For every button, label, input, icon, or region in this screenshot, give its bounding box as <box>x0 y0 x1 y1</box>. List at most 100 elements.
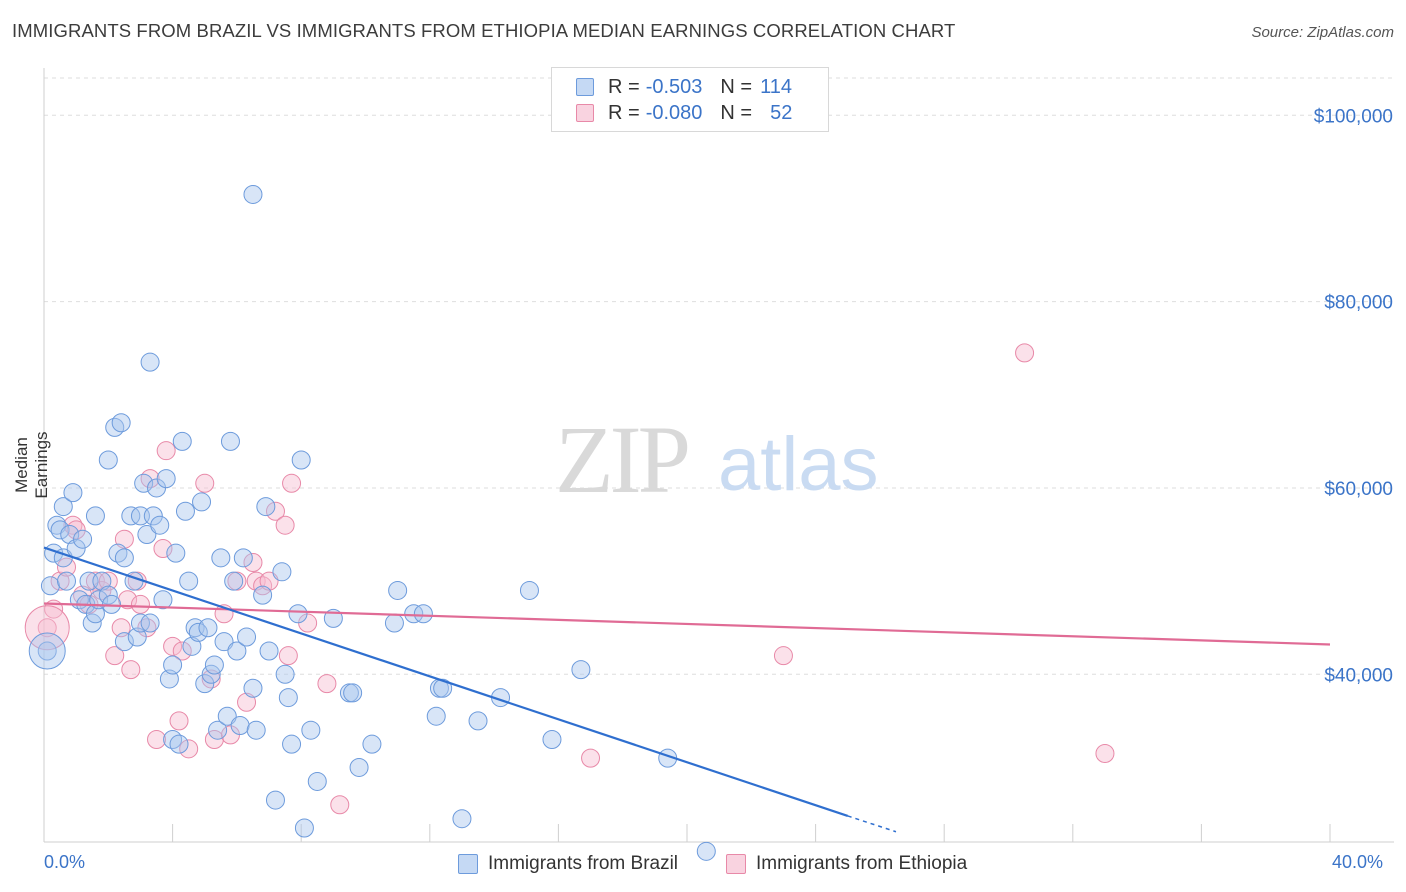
ethiopia-point <box>773 646 793 666</box>
ethiopia-point <box>163 636 183 656</box>
ethiopia-point <box>105 646 125 666</box>
brazil-point <box>224 571 244 591</box>
brazil-point <box>143 506 163 526</box>
bottom-legend-ethiopia: Immigrants from Ethiopia <box>726 851 967 877</box>
brazil-point <box>307 771 327 791</box>
brazil-point <box>343 683 363 703</box>
brazil-point <box>404 604 424 624</box>
brazil-point <box>114 632 134 652</box>
legend-n-value: 52 <box>770 101 793 124</box>
ethiopia-point <box>265 501 285 521</box>
brazil-point <box>294 818 314 838</box>
brazil-point <box>256 497 276 517</box>
bottom-legend-swatch-ethiopia <box>726 854 746 874</box>
watermark: ZIP atlas <box>555 406 879 513</box>
brazil-point <box>182 636 202 656</box>
brazil-point <box>188 622 208 642</box>
brazil-point <box>282 734 302 754</box>
x-tick-label-max: 40.0% <box>1332 852 1384 872</box>
brazil-trend-extension <box>847 815 897 833</box>
brazil-point <box>696 841 716 861</box>
chart-title: IMMIGRANTS FROM BRAZIL VS IMMIGRANTS FRO… <box>12 20 956 41</box>
ethiopia-trend-line <box>43 602 1331 646</box>
brazil-point <box>57 571 77 591</box>
brazil-point <box>217 706 237 726</box>
y-tick-label: $40,000 <box>1324 665 1393 686</box>
brazil-point <box>85 506 105 526</box>
brazil-point <box>413 604 433 624</box>
brazil-point <box>291 450 311 470</box>
ethiopia-point <box>121 660 141 680</box>
ethiopia-point <box>1015 343 1035 363</box>
brazil-point <box>140 613 160 633</box>
axes <box>43 68 1394 843</box>
brazil-point <box>28 632 66 670</box>
ethiopia-point <box>1095 743 1115 763</box>
brazil-point <box>159 669 179 689</box>
legend-swatch-ethiopia <box>576 104 594 122</box>
brazil-point <box>426 706 446 726</box>
brazil-point <box>92 571 112 591</box>
ethiopia-point <box>98 571 118 591</box>
y-tick-labels: $100,000 $80,000 $60,000 $40,000 <box>1314 106 1393 686</box>
brazil-point <box>237 627 257 647</box>
ethiopia-point <box>172 641 192 661</box>
ethiopia-point <box>156 441 176 461</box>
ethiopia-point <box>37 618 57 638</box>
y-axis-label: Median Earnings <box>12 431 51 499</box>
bottom-legend-label-brazil: Immigrants from Brazil <box>488 853 679 874</box>
brazil-point <box>452 809 472 829</box>
brazil-point <box>98 450 118 470</box>
brazil-point <box>243 184 263 204</box>
brazil-points <box>28 184 716 861</box>
brazil-point <box>301 720 321 740</box>
brazil-point <box>163 655 183 675</box>
ethiopia-point <box>114 529 134 549</box>
brazil-point <box>130 613 150 633</box>
ethiopia-point <box>237 692 257 712</box>
ethiopia-point <box>118 590 138 610</box>
legend-n-label: N = <box>720 101 753 124</box>
brazil-point <box>246 720 266 740</box>
ethiopia-point <box>130 594 150 614</box>
brazil-point <box>214 632 234 652</box>
brazil-point <box>433 678 453 698</box>
watermark-zip: ZIP <box>555 406 688 513</box>
legend-r-value: -0.503 <box>645 75 703 98</box>
watermark-atlas: atlas <box>718 422 879 507</box>
bottom-legend-label-ethiopia: Immigrants from Ethiopia <box>756 853 968 874</box>
legend-r-label: R = <box>608 75 640 98</box>
brazil-point <box>150 515 170 535</box>
brazil-point <box>153 590 173 610</box>
brazil-point <box>121 506 141 526</box>
ethiopia-point <box>330 795 350 815</box>
legend-r-label: R = <box>608 101 640 124</box>
ethiopia-point <box>147 730 167 750</box>
brazil-point <box>288 604 308 624</box>
bottom-legend-swatch-brazil <box>458 854 478 874</box>
brazil-point <box>468 711 488 731</box>
bottom-legend-brazil: Immigrants from Brazil <box>458 851 678 877</box>
brazil-point <box>204 655 224 675</box>
legend-row-brazil: R = -0.503 N = 114 <box>576 75 792 99</box>
brazil-point <box>114 548 134 568</box>
brazil-point <box>278 688 298 708</box>
brazil-point <box>211 548 231 568</box>
brazil-point <box>227 641 247 661</box>
brazil-point <box>53 497 73 517</box>
y-tick-label: $80,000 <box>1324 293 1393 314</box>
legend-n-value: 114 <box>760 75 792 98</box>
brazil-point <box>192 492 212 512</box>
brazil-point <box>37 641 57 661</box>
brazil-point <box>230 716 250 736</box>
ethiopia-point <box>282 473 302 493</box>
brazil-point <box>73 529 93 549</box>
trend-lines <box>43 546 1331 833</box>
ethiopia-point <box>243 552 263 572</box>
brazil-point <box>169 734 189 754</box>
brazil-point <box>127 627 147 647</box>
brazil-point <box>253 585 273 605</box>
ethiopia-point <box>581 748 601 768</box>
brazil-point <box>111 413 131 433</box>
